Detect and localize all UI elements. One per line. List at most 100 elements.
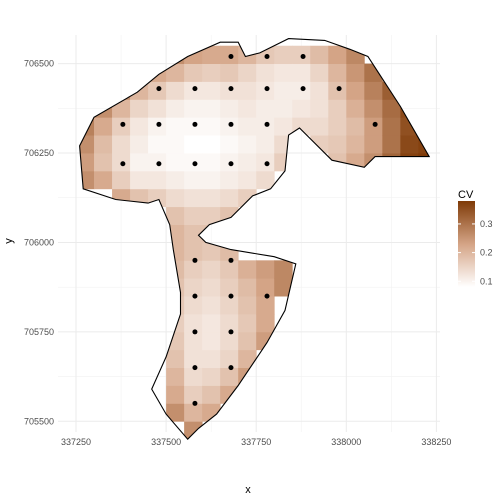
y-tick-label: 706250 — [24, 148, 54, 158]
sample-point — [264, 161, 270, 167]
cv-cell — [310, 117, 329, 136]
cv-cell — [220, 278, 239, 297]
cv-cell — [238, 153, 257, 172]
cv-cell — [328, 135, 347, 154]
region-boundary — [79, 38, 431, 441]
cv-cell — [202, 135, 221, 154]
cv-cell — [130, 153, 149, 172]
cv-cell — [184, 99, 203, 118]
cv-cell — [382, 117, 401, 136]
cv-cell — [184, 170, 203, 190]
sample-point — [300, 86, 306, 92]
cv-cell — [220, 63, 239, 82]
sample-point — [120, 121, 126, 127]
cv-cell — [202, 296, 221, 315]
legend-tick-label: 0.1 — [480, 276, 493, 286]
cv-cell — [418, 153, 430, 172]
sample-point — [192, 257, 198, 263]
cv-cell — [184, 206, 203, 225]
cv-cell — [166, 153, 185, 172]
sample-point — [156, 161, 162, 167]
cv-cell — [364, 99, 383, 118]
cv-cell — [346, 135, 365, 154]
cv-cell — [346, 117, 365, 136]
cv-cell — [79, 153, 95, 172]
cv-cell — [130, 99, 149, 118]
cv-cell — [364, 63, 383, 82]
sample-point — [228, 161, 234, 167]
x-axis-title: x — [245, 484, 251, 496]
cv-cell — [202, 242, 221, 261]
cv-cell — [184, 188, 203, 208]
cv-cell — [346, 99, 365, 118]
cv-cell — [238, 260, 257, 279]
cv-cell — [274, 278, 293, 297]
cv-cell — [148, 170, 167, 190]
legend-tick-label: 0.2 — [480, 248, 493, 258]
cv-cell — [166, 349, 185, 369]
sample-point — [192, 161, 198, 167]
sample-point — [228, 329, 234, 335]
cv-cell — [130, 63, 149, 82]
cv-cell — [166, 206, 185, 225]
cv-cell — [166, 403, 185, 422]
cv-cell — [238, 349, 257, 369]
cv-cell — [166, 188, 185, 208]
cv-cell — [130, 188, 149, 208]
cv-cell — [256, 278, 275, 297]
cv-cell — [328, 63, 347, 82]
cv-cell — [310, 45, 329, 65]
cv-cell — [220, 349, 239, 369]
cv-cell — [166, 81, 185, 100]
cv-cell — [346, 81, 365, 100]
cv-cell — [310, 135, 329, 154]
cv-cell — [184, 367, 203, 386]
sample-point — [264, 53, 270, 59]
cv-cell — [418, 135, 430, 154]
cv-cell — [166, 45, 185, 65]
cv-cell — [400, 135, 419, 154]
cv-cell — [202, 117, 221, 136]
x-tick-label: 338000 — [331, 437, 361, 447]
cv-cell — [202, 170, 221, 190]
cv-cell — [184, 403, 203, 422]
x-tick-label: 338250 — [421, 437, 451, 447]
cv-cell — [184, 385, 203, 404]
cv-cell — [364, 117, 383, 136]
cv-cell — [184, 45, 203, 65]
cv-cell — [220, 81, 239, 100]
cv-cell — [202, 260, 221, 279]
cv-cell — [202, 45, 221, 65]
cv-cell — [220, 188, 239, 208]
x-axis-ticks: 337250 337500 337750 338000 338250 — [61, 437, 451, 447]
cv-cell — [166, 224, 185, 243]
cv-cell — [130, 117, 149, 136]
y-tick-label: 705750 — [24, 327, 54, 337]
cv-cell — [256, 81, 275, 100]
cv-cell — [202, 367, 221, 386]
cv-cell — [220, 331, 239, 351]
cv-cell — [238, 135, 257, 154]
x-tick-label: 337750 — [241, 437, 271, 447]
cv-cell — [184, 313, 203, 333]
cv-cell — [112, 117, 131, 136]
cv-cell — [364, 153, 383, 172]
cv-cell — [274, 63, 293, 82]
cv-cell — [274, 81, 293, 100]
cv-cell — [238, 278, 257, 297]
cv-cell — [202, 385, 221, 404]
y-axis-title: y — [3, 238, 15, 244]
cv-cell — [166, 367, 185, 386]
cv-cell — [256, 313, 275, 333]
y-tick-label: 705500 — [24, 416, 54, 426]
sample-point — [192, 86, 198, 92]
cv-cell — [238, 63, 257, 82]
cv-cell — [79, 117, 95, 136]
cv-cell — [202, 81, 221, 100]
cv-cell — [184, 63, 203, 82]
cv-cell — [382, 99, 401, 118]
cv-cell — [184, 331, 203, 351]
cv-cell — [274, 117, 293, 136]
cv-cell — [166, 99, 185, 118]
